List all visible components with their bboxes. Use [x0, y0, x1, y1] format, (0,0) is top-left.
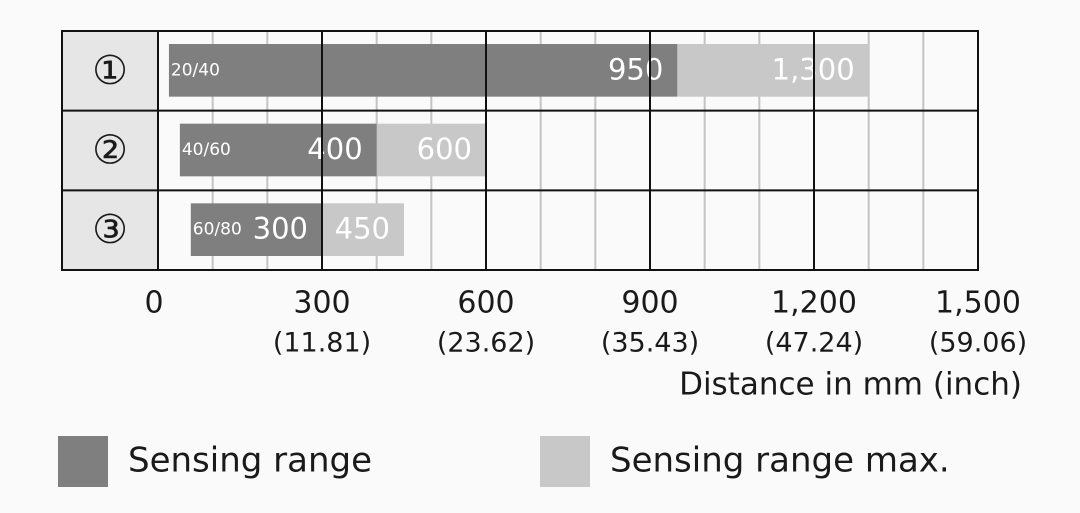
x-tick-label: 0 [144, 286, 163, 321]
bar-sensing-range-max [322, 203, 404, 256]
x-tick-label: 1,500 [935, 286, 1021, 321]
category-label: ③ [92, 207, 128, 253]
x-tick-label: 1,200 [771, 286, 857, 321]
legend-swatch [540, 436, 590, 487]
value-label: 600 [417, 132, 472, 166]
x-tick-inch-label: (23.62) [437, 328, 535, 359]
category-label: ② [92, 128, 128, 174]
bar-sensing-range-max [677, 44, 869, 97]
category-label: ① [92, 48, 128, 94]
chart-frame [61, 30, 979, 271]
value-label: 950 [608, 52, 663, 86]
bar-sensing-range [179, 123, 377, 177]
bar-sensing-range [168, 44, 678, 97]
value-label: 300 [253, 212, 308, 246]
value-label: 400 [307, 132, 362, 166]
x-tick-inch-label: (47.24) [765, 328, 863, 359]
legend-swatch [58, 436, 108, 487]
row-label-column [62, 31, 158, 270]
start-label: 20/40 [171, 60, 220, 80]
bar-sensing-range-max [376, 123, 486, 177]
x-tick-inch-label: (59.06) [929, 328, 1027, 359]
legend-label: Sensing range max. [610, 441, 950, 481]
x-tick-inch-label: (35.43) [601, 328, 699, 359]
legend-label: Sensing range [128, 441, 372, 481]
start-label: 60/80 [193, 220, 242, 240]
start-label: 40/60 [182, 140, 231, 160]
x-tick-label: 300 [293, 286, 350, 321]
x-tick-inch-label: (11.81) [273, 328, 371, 359]
x-tick-label: 600 [457, 286, 514, 321]
value-label: 450 [335, 212, 390, 246]
x-tick-label: 900 [621, 286, 678, 321]
x-axis-label: Distance in mm (inch) [679, 367, 1022, 403]
bar-sensing-range [190, 203, 322, 256]
